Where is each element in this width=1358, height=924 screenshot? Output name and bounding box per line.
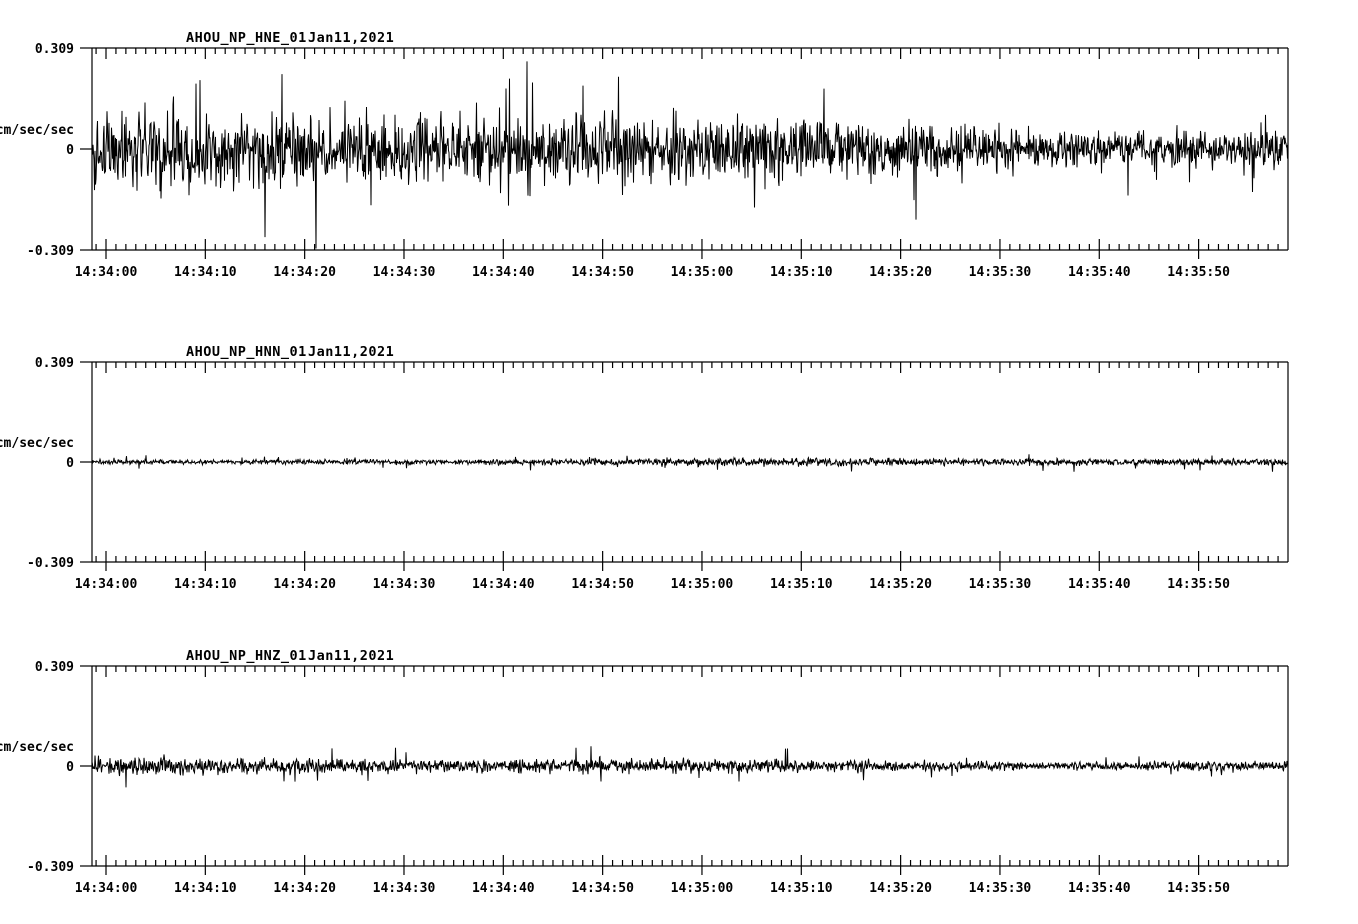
station-label: AHOU_NP_HNE_01 — [186, 30, 307, 46]
x-tick-label: 14:34:30 — [373, 265, 436, 280]
x-tick-label: 14:34:00 — [75, 577, 138, 592]
y-axis-min-label: -0.309 — [27, 860, 74, 875]
waveform-trace-hnz — [91, 746, 1289, 788]
station-label: AHOU_NP_HNZ_01 — [186, 648, 307, 664]
y-axis-max-label: 0.309 — [35, 42, 74, 57]
x-tick-label: 14:35:10 — [770, 265, 833, 280]
x-tick-label: 14:35:00 — [671, 881, 734, 896]
y-axis-min-label: -0.309 — [27, 244, 74, 259]
x-tick-label: 14:34:20 — [273, 577, 336, 592]
y-axis-labels-hnz: 0.309 cm/sec/sec 0 -0.309 — [0, 660, 74, 875]
x-tick-label: 14:34:10 — [174, 265, 237, 280]
x-tick-label: 14:34:20 — [273, 265, 336, 280]
plot-frame-hnn — [91, 361, 1289, 563]
plot-frame-hne — [91, 47, 1289, 251]
x-tick-label: 14:35:10 — [770, 577, 833, 592]
y-axis-unit-label: cm/sec/sec — [0, 436, 74, 451]
x-tick-label: 14:35:30 — [969, 265, 1032, 280]
panel-title-hnz: AHOU_NP_HNZ_01 Jan11,2021 — [186, 648, 394, 664]
y-axis-zero-label: 0 — [66, 456, 74, 471]
x-axis-ticks-hnz — [95, 666, 1279, 875]
x-axis-ticks-hnn — [95, 362, 1279, 571]
panel-title-hnn: AHOU_NP_HNN_01 Jan11,2021 — [186, 344, 394, 360]
x-tick-label: 14:34:30 — [373, 577, 436, 592]
station-label: AHOU_NP_HNN_01 — [186, 344, 307, 360]
x-tick-label: 14:35:20 — [869, 881, 932, 896]
x-tick-label: 14:35:10 — [770, 881, 833, 896]
x-tick-label: 14:34:40 — [472, 265, 535, 280]
x-tick-label: 14:35:00 — [671, 265, 734, 280]
y-axis-ticks-hnn — [80, 361, 92, 563]
waveform-trace-hne — [91, 61, 1289, 249]
x-axis-ticks-hne — [95, 48, 1279, 259]
y-axis-max-label: 0.309 — [35, 660, 74, 675]
y-axis-zero-label: 0 — [66, 760, 74, 775]
y-axis-max-label: 0.309 — [35, 356, 74, 371]
x-axis-labels-hnz: 14:34:00 14:34:10 14:34:20 14:34:30 14:34:40… — [75, 881, 1230, 896]
y-axis-zero-label: 0 — [66, 143, 74, 158]
y-axis-min-label: -0.309 — [27, 556, 74, 571]
panel-title-hne: AHOU_NP_HNE_01 Jan11,2021 — [186, 30, 394, 46]
date-label: Jan11,2021 — [308, 648, 394, 664]
date-label: Jan11,2021 — [308, 344, 394, 360]
x-tick-label: 14:35:50 — [1167, 577, 1230, 592]
x-tick-label: 14:34:30 — [373, 881, 436, 896]
x-tick-label: 14:35:20 — [869, 577, 932, 592]
x-tick-label: 14:34:00 — [75, 265, 138, 280]
waveform-trace-hnn — [91, 454, 1289, 472]
x-tick-label: 14:34:50 — [571, 265, 634, 280]
x-tick-label: 14:35:00 — [671, 577, 734, 592]
x-tick-label: 14:34:50 — [571, 881, 634, 896]
x-tick-label: 14:35:40 — [1068, 577, 1131, 592]
y-axis-labels-hne: 0.309 cm/sec/sec 0 -0.309 — [0, 42, 74, 259]
y-axis-labels-hnn: 0.309 cm/sec/sec 0 -0.309 — [0, 356, 74, 571]
x-tick-label: 14:34:40 — [472, 881, 535, 896]
date-label: Jan11,2021 — [308, 30, 394, 46]
x-axis-labels-hnn: 14:34:00 14:34:10 14:34:20 14:34:30 14:34:40… — [75, 577, 1230, 592]
x-tick-label: 14:35:30 — [969, 881, 1032, 896]
x-tick-label: 14:34:10 — [174, 577, 237, 592]
x-tick-label: 14:35:30 — [969, 577, 1032, 592]
x-tick-label: 14:35:40 — [1068, 881, 1131, 896]
x-tick-label: 14:34:50 — [571, 577, 634, 592]
x-tick-label: 14:34:10 — [174, 881, 237, 896]
x-tick-label: 14:35:40 — [1068, 265, 1131, 280]
y-axis-ticks-hnz — [80, 665, 92, 867]
x-tick-label: 14:35:50 — [1167, 265, 1230, 280]
x-tick-label: 14:35:50 — [1167, 881, 1230, 896]
y-axis-ticks-hne — [80, 47, 92, 251]
x-tick-label: 14:34:00 — [75, 881, 138, 896]
x-tick-label: 14:34:20 — [273, 881, 336, 896]
x-axis-labels-hne: 14:34:00 14:34:10 14:34:20 14:34:30 14:34:40… — [75, 265, 1230, 280]
plot-frame-hnz — [91, 665, 1289, 867]
y-axis-unit-label: cm/sec/sec — [0, 740, 74, 755]
x-tick-label: 14:35:20 — [869, 265, 932, 280]
y-axis-unit-label: cm/sec/sec — [0, 123, 74, 138]
x-tick-label: 14:34:40 — [472, 577, 535, 592]
